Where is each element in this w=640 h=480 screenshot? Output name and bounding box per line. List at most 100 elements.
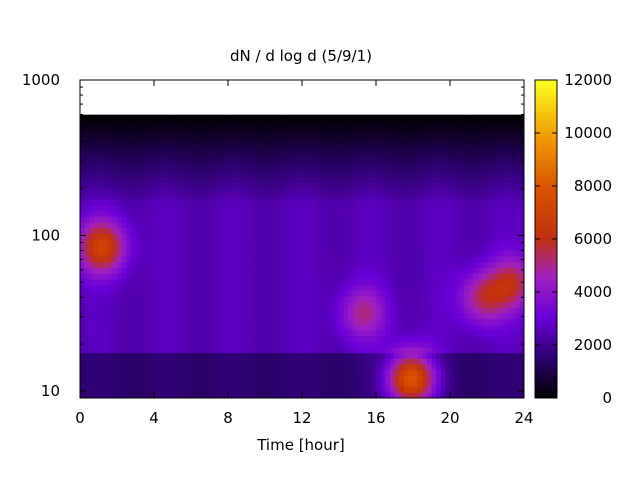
heatmap-cell — [389, 97, 396, 104]
heatmap-cell — [376, 159, 382, 166]
heatmap-cell — [181, 233, 187, 240]
heatmap-cell — [135, 244, 141, 251]
heatmap-cell — [130, 80, 137, 87]
heatmap-cell — [463, 392, 470, 398]
heatmap-cell — [357, 324, 363, 331]
heatmap-cell — [491, 341, 497, 348]
heatmap-cell — [269, 301, 275, 308]
heatmap-cell — [218, 341, 224, 348]
heatmap-cell — [283, 165, 289, 172]
heatmap-cell — [232, 199, 238, 206]
heatmap-cell — [348, 148, 354, 155]
heatmap-cell — [413, 278, 419, 286]
heatmap-cell — [126, 153, 132, 161]
heatmap-cell — [408, 125, 414, 132]
heatmap-cell — [440, 227, 446, 234]
heatmap-cell — [89, 273, 95, 280]
heatmap-cell — [311, 108, 317, 115]
heatmap-cell — [329, 182, 335, 189]
heatmap-cell — [172, 142, 178, 149]
heatmap-cell — [413, 301, 419, 308]
heatmap-cell — [339, 119, 345, 127]
heatmap-cell — [163, 273, 169, 280]
heatmap-cell — [237, 239, 243, 246]
heatmap-cell — [209, 136, 215, 144]
heatmap-cell — [334, 80, 340, 87]
heatmap-cell — [255, 91, 261, 98]
heatmap-cell — [283, 267, 289, 274]
heatmap-cell — [274, 119, 280, 127]
heatmap-cell — [107, 267, 113, 274]
heatmap-cell — [413, 307, 419, 314]
heatmap-cell — [440, 267, 446, 274]
heatmap-cell — [297, 341, 303, 348]
heatmap-cell — [380, 295, 386, 303]
heatmap-cell — [89, 301, 95, 308]
heatmap-cell — [376, 221, 382, 229]
heatmap-cell — [172, 210, 178, 217]
heatmap-cell — [107, 204, 113, 212]
heatmap-cell — [121, 216, 127, 223]
heatmap-cell — [93, 159, 100, 166]
heatmap-cell — [422, 358, 428, 365]
heatmap-cell — [80, 295, 86, 303]
heatmap-cell — [181, 273, 187, 280]
heatmap-cell — [158, 318, 164, 325]
heatmap-cell — [431, 114, 437, 121]
heatmap-cell — [394, 239, 400, 246]
heatmap-cell — [288, 346, 294, 354]
heatmap-cell — [255, 318, 261, 325]
heatmap-cell — [163, 114, 169, 121]
heatmap-cell — [320, 114, 326, 121]
heatmap-cell — [237, 108, 243, 115]
heatmap-cell — [93, 233, 100, 240]
heatmap-cell — [366, 153, 372, 161]
heatmap-cell — [283, 176, 289, 183]
heatmap-cell — [144, 301, 150, 308]
heatmap-cell — [149, 341, 155, 348]
heatmap-cell — [200, 392, 206, 398]
heatmap-cell — [380, 136, 386, 144]
heatmap-cell — [320, 148, 326, 155]
heatmap-cell — [251, 136, 257, 144]
heatmap-cell — [463, 380, 470, 388]
heatmap-cell — [149, 307, 155, 314]
heatmap-cell — [431, 131, 437, 138]
heatmap-cell — [473, 335, 479, 342]
heatmap-cell — [149, 375, 155, 382]
heatmap-cell — [274, 358, 280, 365]
heatmap-cell — [246, 261, 252, 268]
heatmap-cell — [195, 392, 201, 398]
heatmap-cell — [232, 221, 238, 229]
heatmap-cell — [491, 329, 497, 337]
heatmap-cell — [232, 295, 238, 303]
heatmap-cell — [320, 295, 326, 303]
heatmap-cell — [357, 159, 363, 166]
heatmap-cell — [454, 102, 460, 109]
heatmap-cell — [459, 284, 465, 291]
heatmap-cell — [121, 295, 127, 303]
heatmap-cell — [334, 380, 340, 388]
heatmap-cell — [107, 148, 113, 155]
heatmap-cell — [288, 102, 294, 109]
heatmap-cell — [117, 187, 123, 195]
heatmap-cell — [158, 392, 164, 398]
heatmap-cell — [167, 187, 174, 195]
heatmap-cell — [339, 375, 345, 382]
heatmap-cell — [260, 119, 266, 127]
heatmap-cell — [140, 159, 146, 166]
heatmap-cell — [149, 136, 155, 144]
heatmap-cell — [223, 380, 229, 388]
heatmap-cell — [98, 375, 104, 382]
heatmap-cell — [426, 278, 433, 286]
heatmap-cell — [144, 307, 150, 314]
heatmap-cell — [482, 295, 488, 303]
heatmap-cell — [103, 380, 109, 388]
heatmap-cell — [436, 176, 442, 183]
heatmap-cell — [399, 341, 405, 348]
heatmap-cell — [362, 199, 368, 206]
heatmap-cell — [163, 358, 169, 365]
heatmap-cell — [385, 148, 391, 155]
heatmap-cell — [306, 159, 312, 166]
heatmap-cell — [246, 335, 252, 342]
